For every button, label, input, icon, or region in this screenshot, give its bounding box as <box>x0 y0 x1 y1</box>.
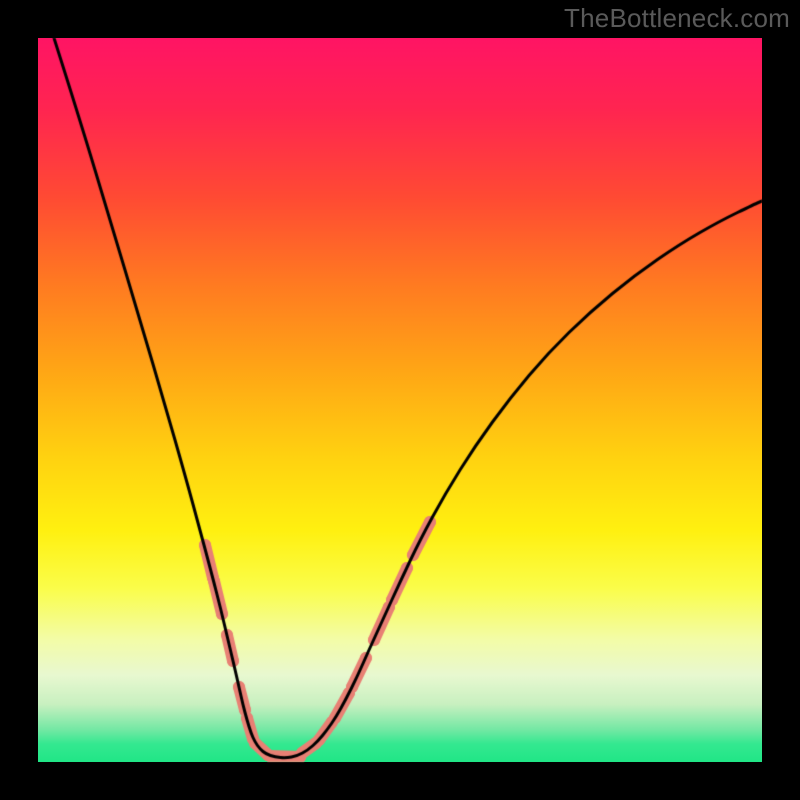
bottleneck-curve-canvas <box>0 0 800 800</box>
watermark-label: TheBottleneck.com <box>564 3 790 34</box>
